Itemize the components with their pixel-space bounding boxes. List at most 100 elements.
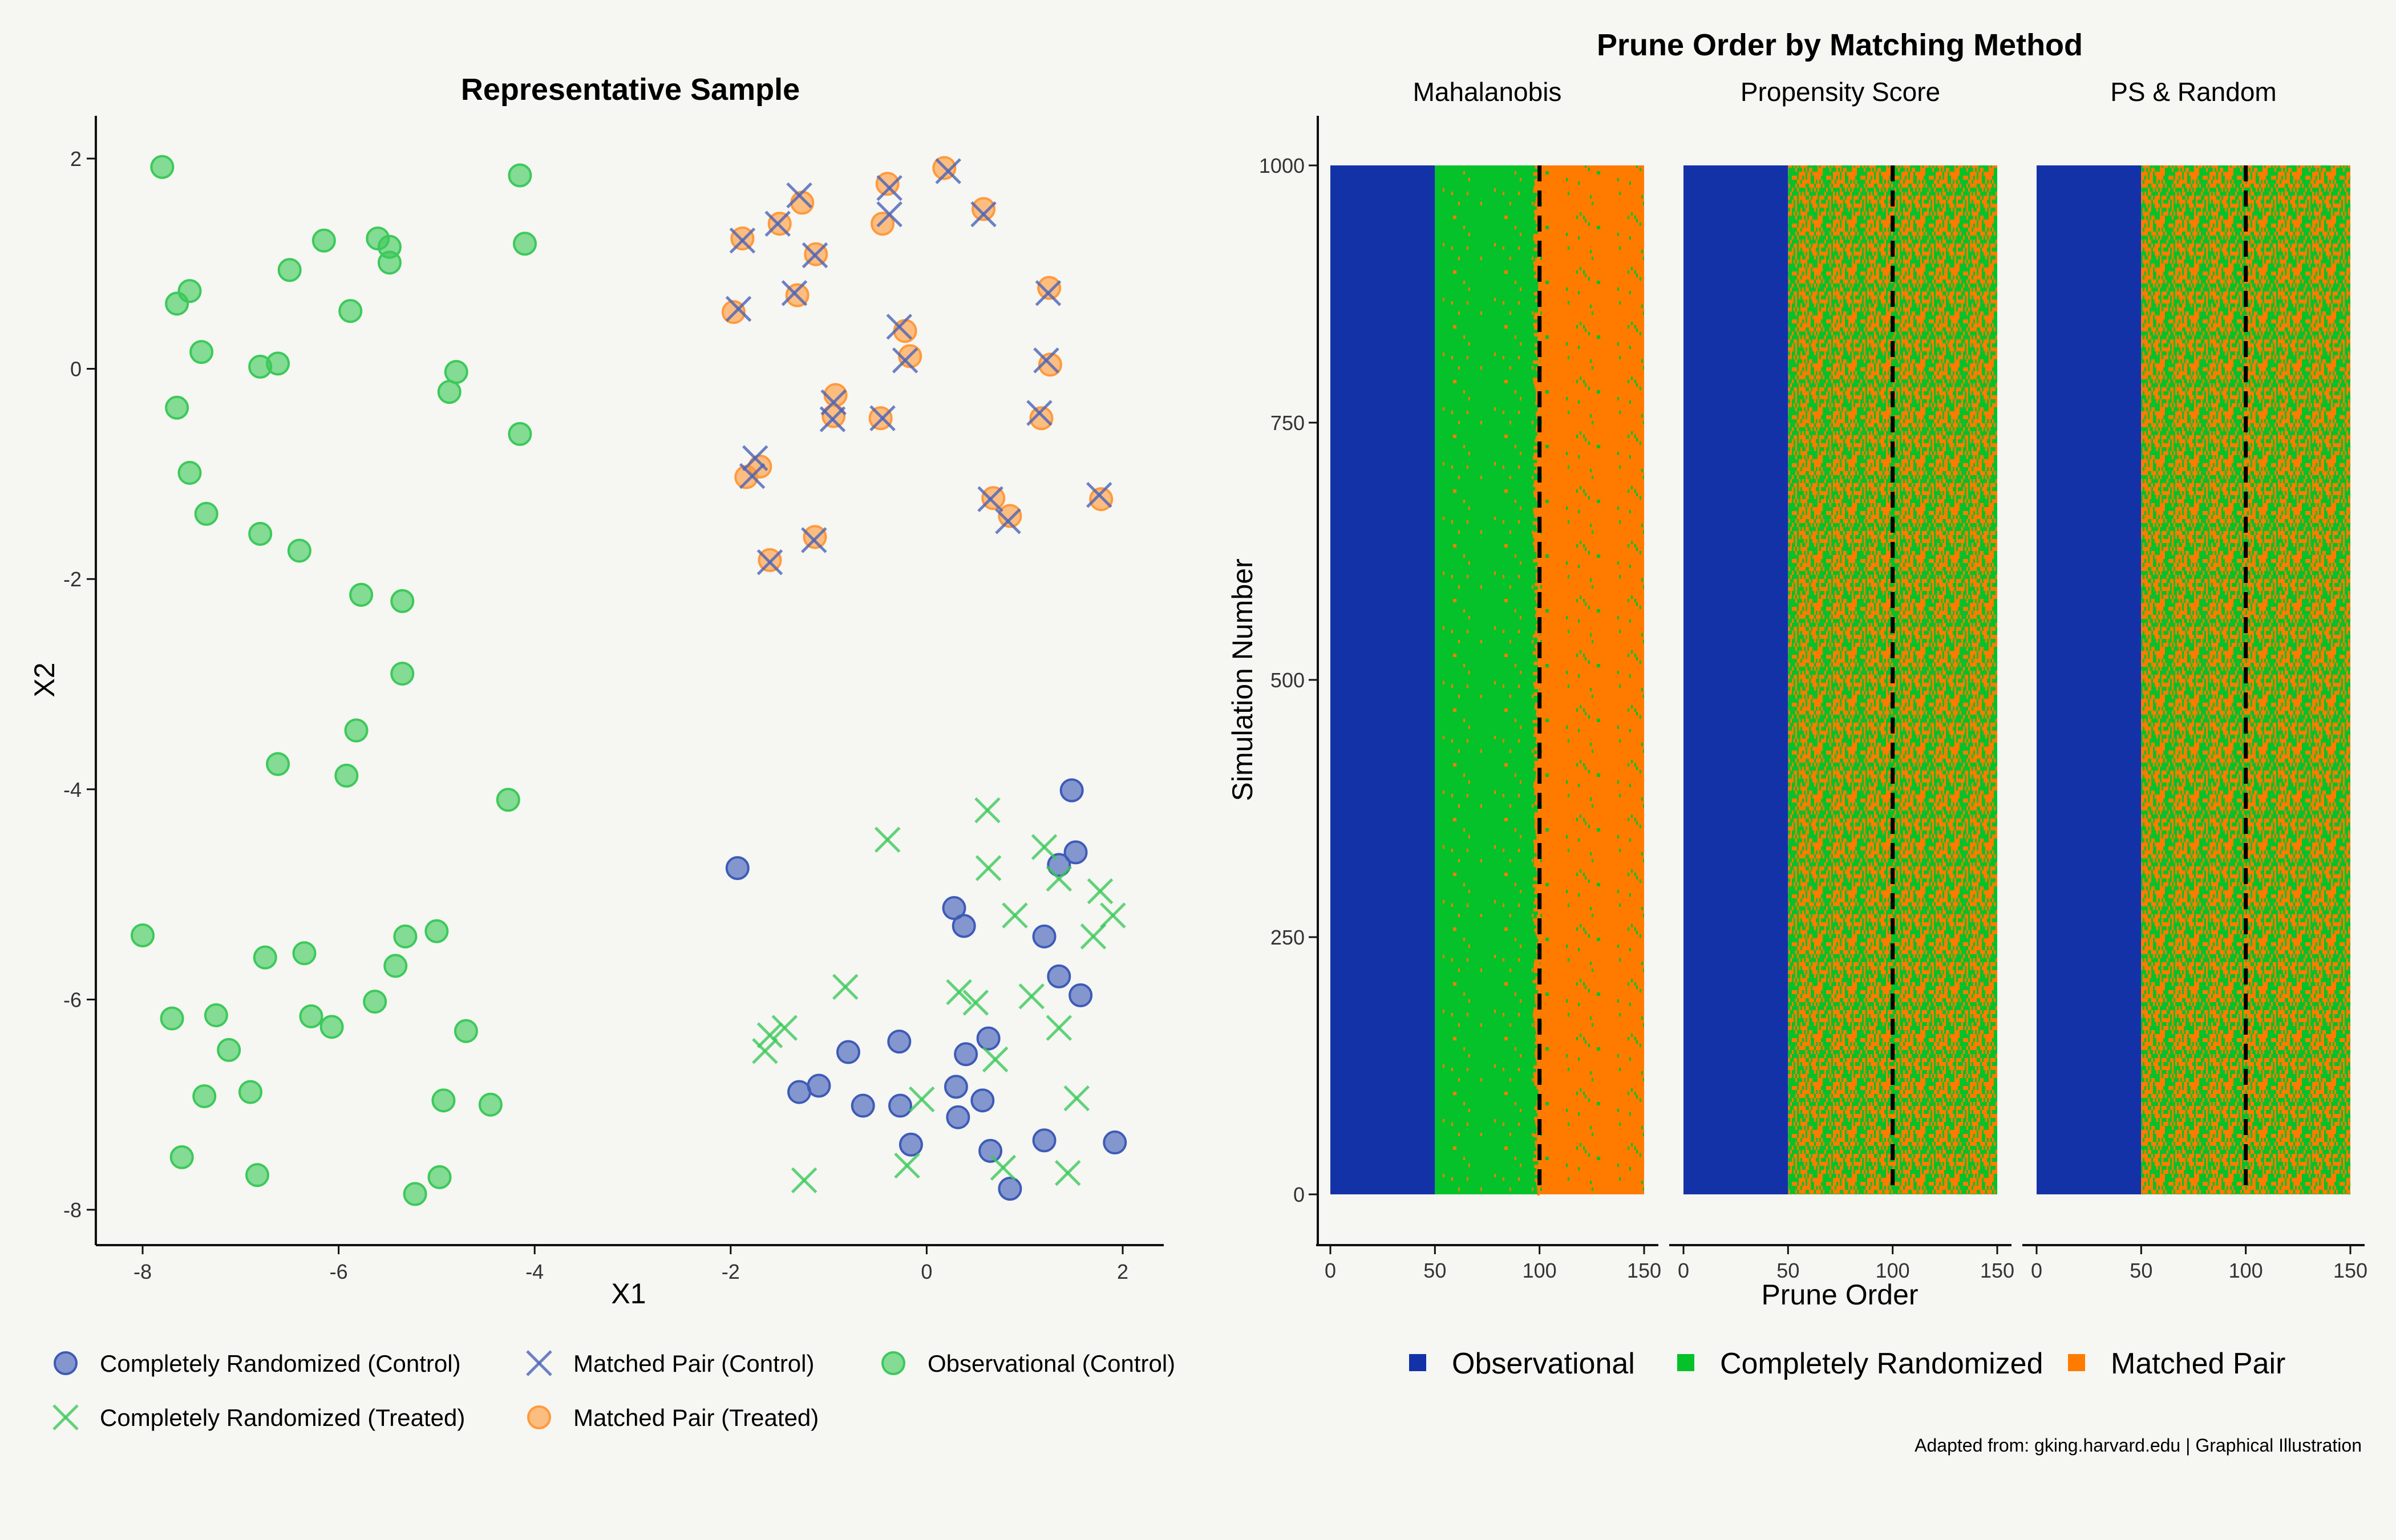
completely-randomized-control-point bbox=[942, 896, 966, 921]
boundary-noise bbox=[1535, 607, 1540, 610]
boundary-noise bbox=[1533, 1011, 1540, 1014]
boundary-noise bbox=[1536, 713, 1540, 716]
boundary-noise bbox=[1538, 364, 1540, 367]
boundary-noise bbox=[1536, 1059, 1540, 1062]
boundary-noise bbox=[1533, 446, 1540, 449]
boundary-noise bbox=[1535, 487, 1540, 491]
boundary-noise bbox=[1533, 268, 1540, 271]
panel-x-tick-label: 0 bbox=[2031, 1259, 2042, 1282]
boundary-noise bbox=[1535, 412, 1540, 415]
scatter-x-tick-label: 0 bbox=[921, 1260, 932, 1283]
legend-item: Completely Randomized (Treated) bbox=[52, 1404, 465, 1431]
observational-control-point bbox=[319, 1015, 344, 1039]
boundary-noise bbox=[1537, 990, 1540, 994]
legend-item: Observational (Control) bbox=[881, 1350, 1175, 1377]
observational-control-point bbox=[508, 422, 532, 446]
matched-pair-treated-point bbox=[790, 191, 815, 215]
completely-randomized-treated-point bbox=[946, 979, 972, 1006]
boundary-noise bbox=[1532, 651, 1540, 655]
boundary-noise bbox=[1534, 994, 1540, 997]
panel-x-tick-label: 150 bbox=[2333, 1259, 2367, 1282]
boundary-noise bbox=[1536, 983, 1540, 987]
panel-x-tick-label: 100 bbox=[1523, 1259, 1557, 1282]
completely-randomized-control-point bbox=[976, 1026, 1001, 1051]
heatmap-x-label: Prune Order bbox=[1761, 1279, 1918, 1311]
panel-strip-label: Propensity Score bbox=[1741, 77, 1940, 107]
boundary-noise bbox=[1534, 706, 1540, 710]
heatmap-y-tick-label: 0 bbox=[1293, 1183, 1305, 1206]
legend-swatch bbox=[1677, 1354, 1694, 1371]
completely-randomized-control-point bbox=[1047, 853, 1071, 877]
boundary-noise bbox=[1535, 402, 1540, 405]
boundary-noise bbox=[1535, 703, 1540, 706]
legend-circle-key bbox=[527, 1405, 551, 1429]
heatmap-block bbox=[1330, 165, 1435, 1194]
boundary-noise bbox=[1538, 282, 1540, 285]
boundary-noise bbox=[1532, 521, 1540, 525]
scatter-x-tick-label: -8 bbox=[133, 1260, 152, 1283]
matched-pair-control-point bbox=[892, 347, 918, 374]
boundary-noise bbox=[1535, 1041, 1540, 1045]
boundary-noise bbox=[1533, 511, 1540, 514]
observational-control-point bbox=[131, 923, 155, 947]
legend-item: Matched Pair (Treated) bbox=[527, 1404, 819, 1431]
scatter-x-tick-label: -2 bbox=[722, 1260, 740, 1283]
completely-randomized-control-point bbox=[998, 1177, 1022, 1201]
matched-pair-control-point bbox=[801, 527, 827, 553]
boundary-noise bbox=[1538, 757, 1540, 761]
boundary-noise bbox=[1537, 1113, 1540, 1117]
scatter-y-tick-label: -8 bbox=[63, 1198, 82, 1222]
panel-strip-label: PS & Random bbox=[2110, 77, 2276, 107]
observational-control-point bbox=[454, 1019, 478, 1043]
boundary-noise bbox=[1534, 1024, 1540, 1028]
observational-control-point bbox=[266, 752, 290, 776]
boundary-noise bbox=[1533, 970, 1540, 973]
completely-randomized-treated-point bbox=[1002, 902, 1028, 929]
boundary-noise bbox=[1533, 877, 1540, 881]
scatter-x-tick-label: -6 bbox=[330, 1260, 348, 1283]
boundary-noise bbox=[1532, 535, 1540, 538]
panel-x-tick-label: 50 bbox=[1423, 1259, 1446, 1282]
observational-control-point bbox=[287, 538, 311, 563]
legend-label: Matched Pair (Control) bbox=[573, 1350, 814, 1377]
boundary-noise bbox=[1533, 470, 1540, 473]
observational-control-point bbox=[349, 582, 374, 607]
panel-x-tick-label: 100 bbox=[2229, 1259, 2263, 1282]
completely-randomized-treated-point bbox=[1018, 983, 1045, 1010]
completely-randomized-treated-point bbox=[1080, 923, 1107, 950]
scatter-y-ticks: -8 -6 -4 -2 0 2 bbox=[63, 147, 96, 1222]
boundary-noise bbox=[1534, 816, 1540, 819]
boundary-noise bbox=[1535, 778, 1540, 781]
completely-randomized-control-point bbox=[1047, 964, 1071, 988]
boundary-noise bbox=[1537, 935, 1540, 939]
boundary-noise bbox=[1533, 237, 1540, 241]
boundary-noise bbox=[1534, 922, 1540, 925]
matched-pair-control-point bbox=[995, 508, 1021, 534]
boundary-noise bbox=[1532, 456, 1540, 460]
boundary-noise bbox=[1534, 730, 1540, 733]
observational-control-point bbox=[444, 360, 468, 384]
matched-pair-treated-point bbox=[730, 226, 755, 251]
boundary-noise bbox=[1533, 491, 1540, 494]
boundary-noise bbox=[1533, 508, 1540, 511]
matched-pair-control-point bbox=[729, 227, 756, 254]
observational-control-point bbox=[383, 954, 408, 978]
boundary-noise bbox=[1535, 1144, 1540, 1148]
legend-item: Matched Pair (Control) bbox=[526, 1350, 814, 1377]
boundary-noise bbox=[1533, 326, 1540, 330]
completely-randomized-treated-point bbox=[1031, 834, 1058, 860]
boundary-noise bbox=[1535, 898, 1540, 901]
legend-label: Observational (Control) bbox=[928, 1350, 1175, 1377]
completely-randomized-control-point bbox=[836, 1040, 860, 1064]
observational-control-point bbox=[478, 1092, 503, 1117]
boundary-noise bbox=[1537, 562, 1540, 566]
boundary-noise bbox=[1535, 829, 1540, 833]
boundary-noise bbox=[1533, 323, 1540, 326]
boundary-noise bbox=[1534, 1021, 1540, 1024]
observational-control-point bbox=[169, 1145, 194, 1169]
completely-randomized-control-point bbox=[978, 1138, 1003, 1163]
matched-pair-treated-point bbox=[803, 525, 827, 549]
heatmap-panel-propensity-score: Propensity Score 0 50 100 150 bbox=[1669, 77, 2014, 1282]
legend-x-key bbox=[52, 1404, 79, 1430]
boundary-noise bbox=[1535, 299, 1540, 302]
